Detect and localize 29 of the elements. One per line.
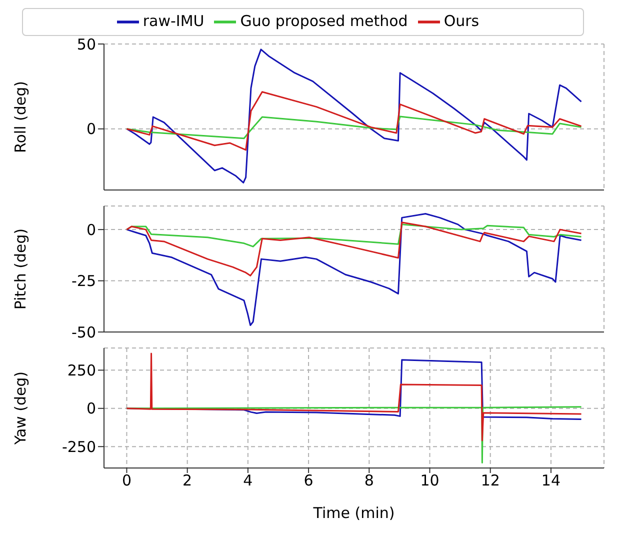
y-tick-label: -50 [72, 323, 96, 342]
legend-label: Ours [444, 12, 480, 30]
y-axis-title: Roll (deg) [11, 80, 30, 154]
x-tick-label: 4 [243, 472, 253, 490]
line-series [126, 222, 582, 276]
x-tick-label: 12 [480, 472, 500, 490]
line-series [126, 352, 582, 442]
y-tick-label: -250 [62, 438, 96, 456]
x-tick-label: 0 [122, 472, 132, 490]
line-series [126, 91, 582, 151]
y-tick-label: 0 [86, 400, 96, 418]
legend-label: raw-IMU [142, 12, 204, 30]
x-tick-label: 10 [420, 472, 440, 490]
x-tick-label: 6 [304, 472, 314, 490]
legend-label: Guo proposed method [240, 12, 408, 30]
y-axis-title: Yaw (deg) [11, 371, 30, 446]
y-axis-title: Pitch (deg) [11, 228, 30, 310]
x-tick-label: 8 [364, 472, 374, 490]
line-series [126, 116, 582, 140]
x-tick-label: 14 [541, 472, 561, 490]
y-tick-label: 0 [86, 120, 96, 138]
y-tick-label: 0 [86, 220, 96, 239]
x-tick-label: 2 [182, 472, 192, 490]
y-tick-label: 50 [76, 35, 96, 54]
x-axis-title: Time (min) [312, 504, 395, 522]
line-series [126, 213, 582, 326]
line-series [126, 48, 582, 184]
y-tick-label: -25 [72, 272, 96, 290]
y-tick-label: 250 [67, 361, 96, 380]
